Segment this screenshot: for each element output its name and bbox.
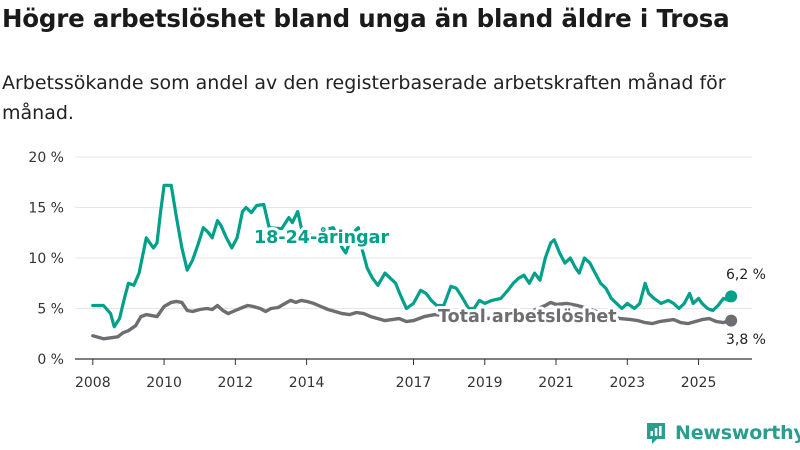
chart-title: Högre arbetslöshet bland unga än bland ä… bbox=[2, 4, 730, 33]
end-marker-youth bbox=[725, 290, 738, 303]
end-marker-total bbox=[725, 314, 738, 327]
series-label-total: Total arbetslöshet bbox=[438, 307, 617, 327]
series-label-youth: 18-24-åringar bbox=[254, 226, 389, 248]
end-label-youth: 6,2 % bbox=[726, 267, 766, 283]
x-tick-label: 2012 bbox=[218, 375, 254, 391]
chart-subtitle: Arbetssökande som andel av den registerb… bbox=[2, 72, 726, 124]
y-tick-label: 20 % bbox=[28, 150, 64, 166]
brand-logo: Newsworthy bbox=[645, 420, 800, 446]
x-tick-label: 2017 bbox=[396, 375, 432, 391]
x-tick-label: 2025 bbox=[681, 375, 717, 391]
x-tick-label: 2021 bbox=[538, 375, 574, 391]
newsworthy-logo-icon bbox=[647, 423, 665, 444]
x-tick-label: 2010 bbox=[146, 375, 182, 391]
y-tick-label: 15 % bbox=[28, 201, 64, 217]
y-tick-label: 5 % bbox=[37, 302, 64, 318]
x-tick-label: 2023 bbox=[609, 375, 645, 391]
y-tick-label: 10 % bbox=[28, 251, 64, 267]
end-label-total: 3,8 % bbox=[726, 332, 766, 348]
x-tick-label: 2019 bbox=[467, 375, 503, 391]
x-tick-label: 2008 bbox=[75, 375, 111, 391]
series-line-total bbox=[91, 298, 736, 341]
x-tick-label: 2014 bbox=[289, 375, 325, 391]
y-tick-label: 0 % bbox=[37, 352, 64, 368]
brand-name: Newsworthy bbox=[675, 422, 800, 444]
series-line-youth bbox=[91, 183, 736, 329]
